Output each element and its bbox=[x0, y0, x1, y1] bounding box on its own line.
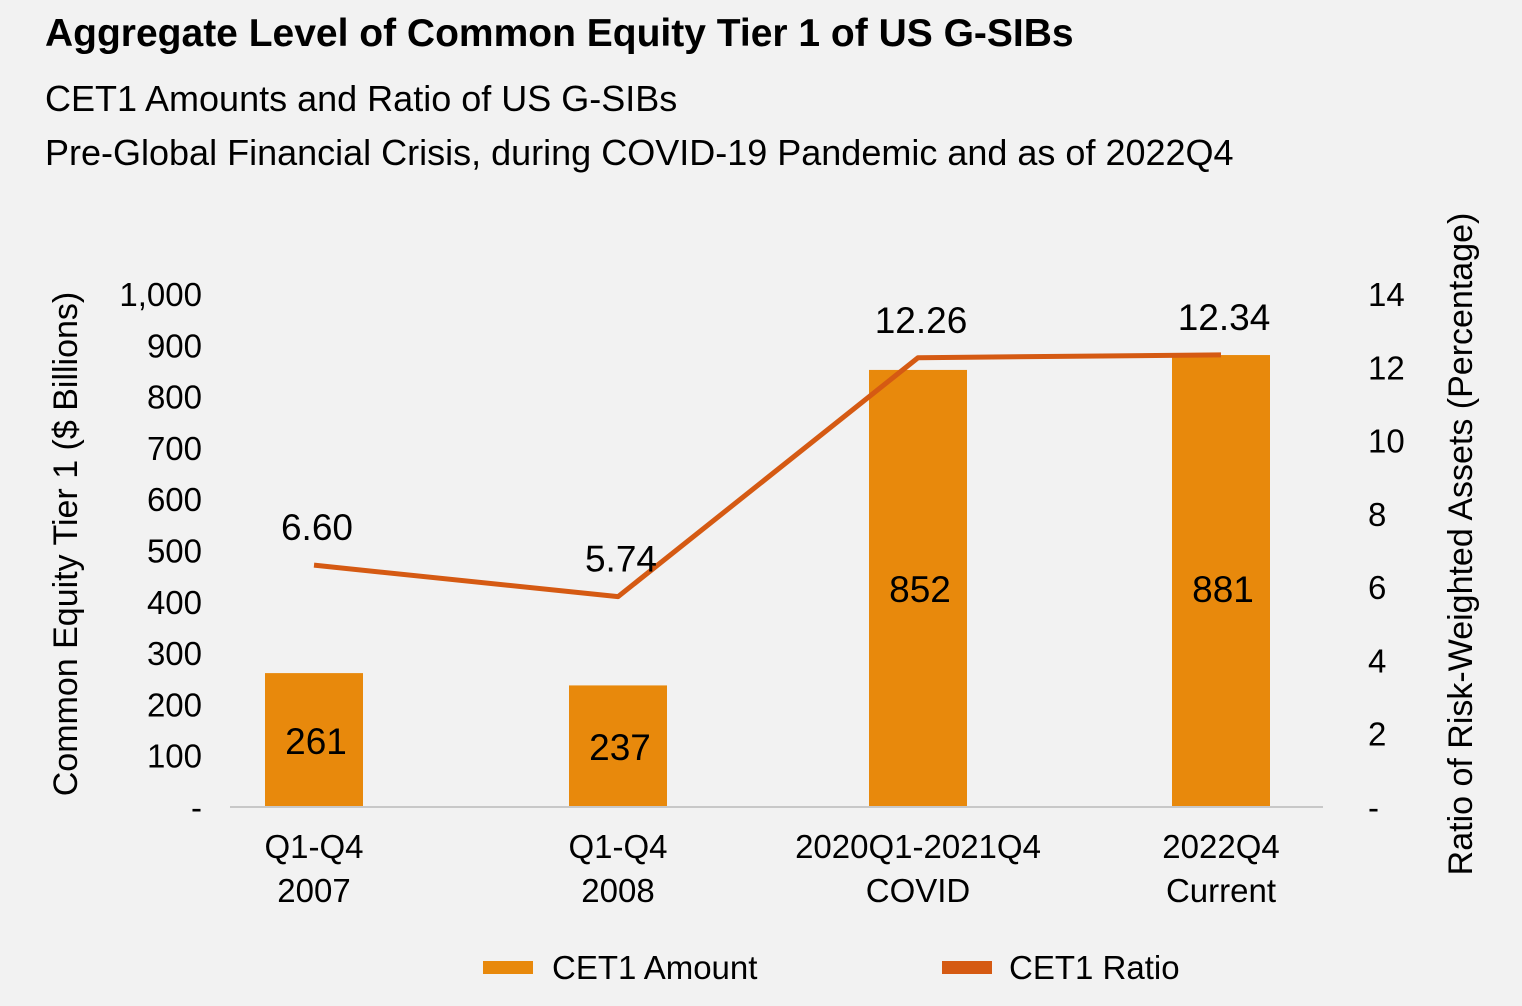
ratio-value-label: 12.26 bbox=[875, 300, 968, 341]
ratio-value-label: 6.60 bbox=[281, 507, 353, 548]
legend-swatch-ratio bbox=[942, 961, 992, 974]
legend: CET1 Amount CET1 Ratio bbox=[483, 949, 1180, 986]
line-layer bbox=[314, 355, 1221, 597]
y-left-tick-label: 1,000 bbox=[119, 276, 202, 313]
y-left-tick-label: - bbox=[191, 789, 202, 826]
x-tick-label: Q1-Q4 2008 bbox=[568, 828, 667, 909]
ratio-value-label: 12.34 bbox=[1178, 297, 1271, 338]
legend-label-ratio: CET1 Ratio bbox=[1009, 949, 1180, 986]
y-left-tick-label: 900 bbox=[147, 327, 202, 364]
y-right-tick-label: 8 bbox=[1368, 496, 1386, 533]
legend-label-amount: CET1 Amount bbox=[552, 949, 757, 986]
y-right-axis-title: Ratio of Risk-Weighted Assets (Percentag… bbox=[1442, 213, 1480, 876]
y-left-tick-label: 500 bbox=[147, 533, 202, 570]
y-left-tick-label: 400 bbox=[147, 584, 202, 621]
cet1-chart: - 100 200 300 400 500 600 700 800 900 1,000 - 2 4 6 8 10… bbox=[0, 0, 1522, 1006]
line-cet1-ratio bbox=[314, 355, 1221, 597]
y-left-tick-label: 300 bbox=[147, 635, 202, 672]
y-left-tick-label: 800 bbox=[147, 379, 202, 416]
y-right-tick-label: 6 bbox=[1368, 569, 1386, 606]
y-left-tick-label: 200 bbox=[147, 686, 202, 723]
y-left-tick-label: 600 bbox=[147, 481, 202, 518]
y-right-tick-label: 12 bbox=[1368, 349, 1405, 386]
y-right-tick-label: 10 bbox=[1368, 423, 1405, 460]
y-left-axis-title: Common Equity Tier 1 ($ Billions) bbox=[47, 292, 85, 797]
y-right-tick-label: - bbox=[1368, 789, 1379, 826]
y-left-tick-label: 100 bbox=[147, 738, 202, 775]
y-right-tick-label: 2 bbox=[1368, 716, 1386, 753]
bar-value-label: 237 bbox=[589, 727, 651, 768]
labels-layer: 261 237 852 881 6.60 5.74 12.26 12.34 bbox=[281, 297, 1270, 768]
x-tick-label: Q1-Q4 2007 bbox=[264, 828, 363, 909]
y-right-tick-label: 4 bbox=[1368, 642, 1386, 679]
bars-layer bbox=[265, 355, 1270, 807]
x-tick-label: 2022Q4 Current bbox=[1162, 828, 1279, 909]
bar-value-label: 261 bbox=[285, 721, 347, 762]
ratio-value-label: 5.74 bbox=[585, 539, 657, 580]
y-left-tick-label: 700 bbox=[147, 430, 202, 467]
bar-value-label: 852 bbox=[889, 569, 951, 610]
legend-swatch-amount bbox=[483, 961, 533, 974]
y-right-tick-label: 14 bbox=[1368, 276, 1405, 313]
bar-value-label: 881 bbox=[1192, 569, 1254, 610]
x-tick-label: 2020Q1-2021Q4 COVID bbox=[795, 828, 1041, 909]
